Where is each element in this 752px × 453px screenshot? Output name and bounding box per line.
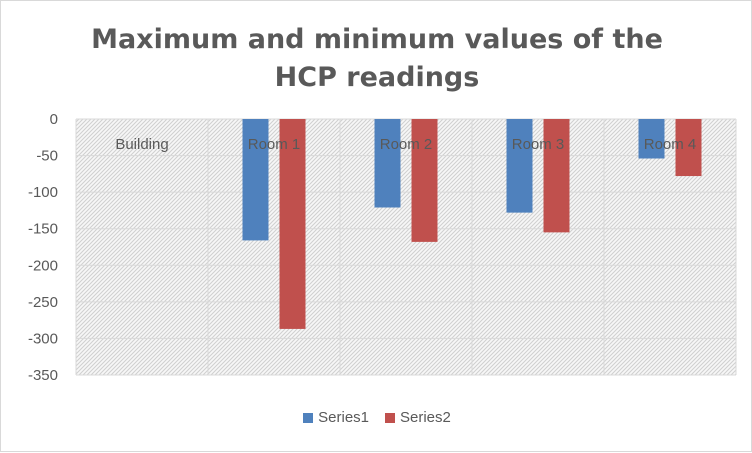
y-tick-label: -50 [36,148,58,165]
legend-item-series1: Series1 [303,409,369,426]
category-label: Room 3 [512,136,565,153]
legend-item-series2: Series2 [385,409,451,426]
bar-series2-room-3 [543,119,570,233]
bars [242,119,702,329]
y-tick-label: 0 [50,111,58,128]
chart-title: Maximum and minimum values of the HCP re… [1,21,752,97]
bar-series2-room-1 [279,119,306,329]
bar-series1-room-4 [638,119,665,159]
category-label: Room 4 [644,136,697,153]
bar-series2-room-4 [675,119,702,177]
category-label: Room 1 [248,136,301,153]
y-tick-label: -200 [28,257,58,274]
bar-series2-room-2 [411,119,438,242]
chart-title-line-2: HCP readings [274,62,480,93]
y-tick-label: -350 [28,367,58,384]
bar-series1-room-2 [374,119,401,208]
category-label: Room 2 [380,136,433,153]
bar-series1-room-1 [242,119,269,241]
y-tick-label: -150 [28,221,58,238]
legend-label-series1: Series1 [318,409,369,426]
gridlines [75,118,737,376]
category-labels: Building Room 1 Room 2 Room 3 Room 4 [115,136,696,153]
plot-area-background [76,119,736,375]
chart-title-line-1: Maximum and minimum values of the [91,24,663,55]
legend: Series1 Series2 [1,409,752,426]
legend-swatch-series1 [303,412,314,423]
y-tick-label: -250 [28,294,58,311]
category-label: Building [115,136,168,153]
y-tick-label: -100 [28,184,58,201]
y-tick-label: -300 [28,330,58,347]
bar-series1-room-3 [506,119,533,213]
y-axis-ticks: 0 -50 -100 -150 -200 -250 -300 -350 [28,111,58,384]
legend-label-series2: Series2 [400,409,451,426]
legend-swatch-series2 [385,412,395,423]
